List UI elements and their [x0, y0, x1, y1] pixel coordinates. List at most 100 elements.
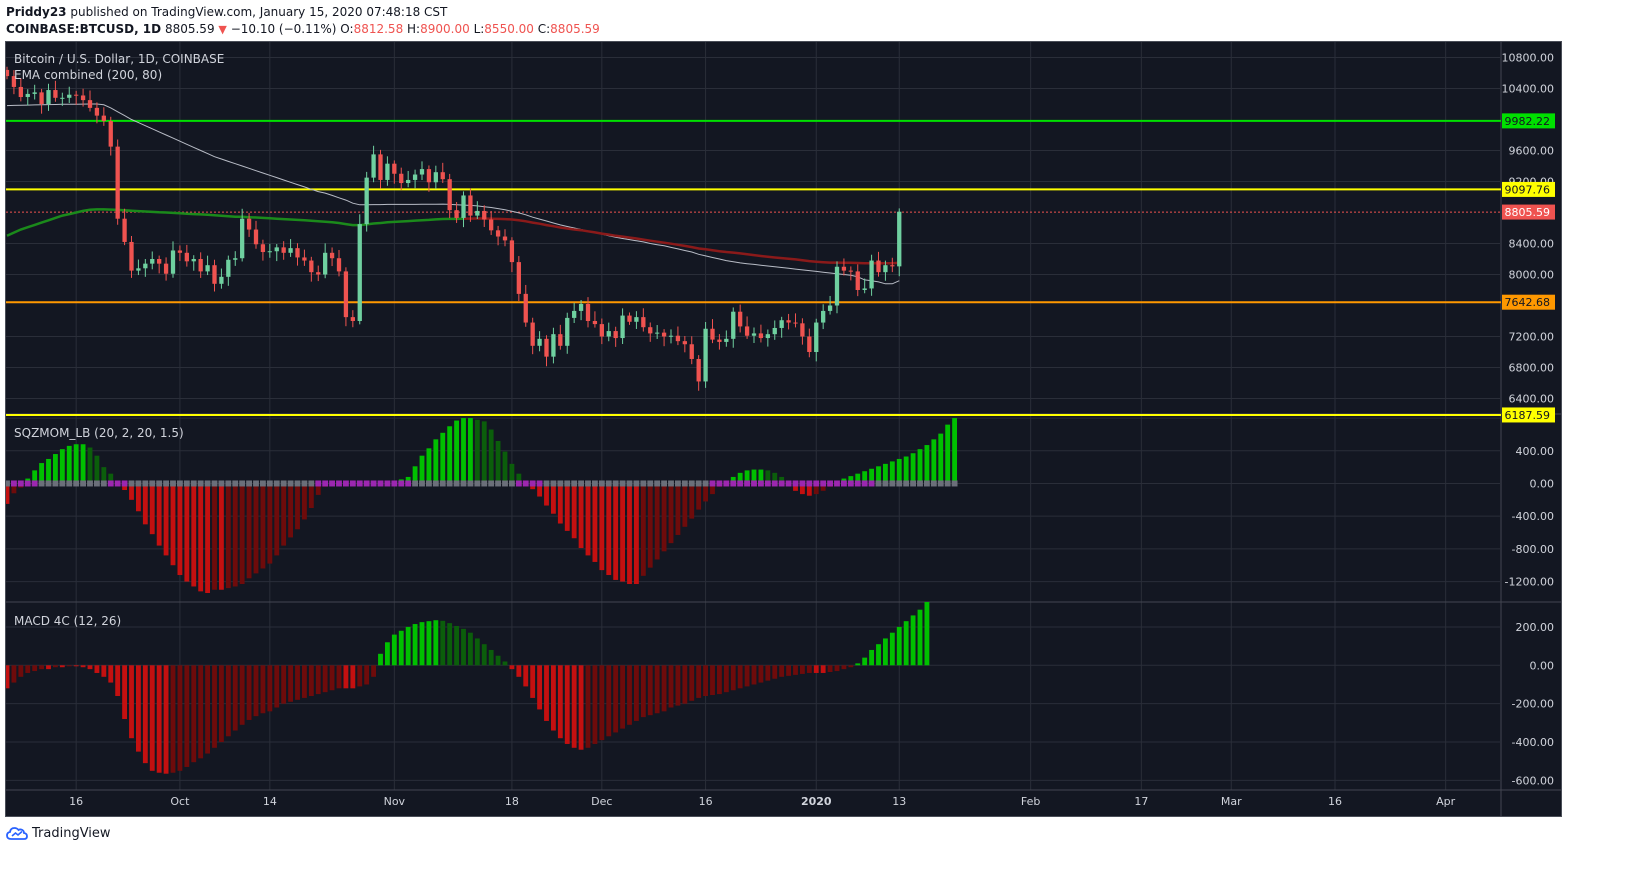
squeeze-dot [114, 480, 121, 487]
squeeze-dot [640, 480, 647, 487]
sqz-bar [668, 483, 674, 544]
macd-bar [509, 665, 515, 670]
squeeze-dot [391, 480, 398, 487]
macd-bar [205, 665, 211, 754]
macd-bar [357, 665, 363, 687]
squeeze-dot [668, 480, 674, 487]
y-tick-label: 9600.00 [1509, 145, 1555, 158]
sqz-bar [135, 483, 141, 512]
squeeze-dot [190, 480, 197, 487]
candle-body [509, 240, 515, 263]
squeeze-dot [384, 480, 391, 487]
candle-body [572, 310, 577, 318]
sqz-bar [246, 483, 252, 579]
tradingview-logo[interactable]: TradingView [6, 825, 111, 841]
squeeze-dot [66, 480, 73, 487]
squeeze-dot [232, 480, 239, 487]
squeeze-dot [875, 480, 882, 487]
ema200-line-down [463, 217, 900, 265]
x-tick-label: 16 [69, 795, 83, 808]
squeeze-dot [840, 480, 847, 487]
candle-body [724, 338, 729, 342]
squeeze-dot [370, 480, 377, 487]
squeeze-dot [619, 480, 626, 487]
macd-bar [841, 665, 847, 670]
macd-bar [329, 665, 335, 691]
candle-body [876, 260, 881, 273]
sqz-bar [232, 483, 238, 587]
macd-bar [848, 665, 854, 668]
squeeze-dot [515, 480, 522, 487]
sqz-histogram-layer [6, 418, 958, 594]
y-tick-label: 6400.00 [1509, 393, 1555, 406]
macd-bar [599, 665, 605, 741]
candle-body [551, 334, 556, 357]
squeeze-dot [135, 480, 142, 487]
squeeze-dot [647, 480, 654, 487]
author-name[interactable]: Priddy23 [6, 5, 67, 19]
candle-body [136, 268, 141, 271]
macd-bar [827, 665, 833, 673]
candle-body [897, 211, 902, 267]
squeeze-dot [80, 480, 87, 487]
squeeze-dot [170, 480, 176, 487]
sqz-bar [696, 483, 702, 510]
price-level-tag [1502, 204, 1555, 220]
squeeze-dot [225, 480, 232, 487]
squeeze-dot [508, 480, 515, 487]
sqz-bar [654, 483, 660, 560]
sqz-bar [862, 471, 868, 484]
macd-bar [11, 665, 17, 683]
chart-frame[interactable]: 10800.0010400.009600.009200.008400.00800… [5, 41, 1562, 817]
sqz-bar [952, 418, 958, 484]
candle-body [821, 310, 826, 323]
candle-body [489, 219, 494, 231]
sqz-bar [184, 483, 190, 582]
candle-body [634, 317, 639, 322]
y-tick-label: 0.00 [1530, 477, 1555, 490]
sqz-bar [488, 429, 494, 484]
candle-body [122, 218, 127, 242]
squeeze-dot [654, 480, 661, 487]
squeeze-dot [757, 480, 764, 487]
squeeze-dot [453, 480, 460, 487]
sqz-bar [447, 426, 453, 484]
macd-bar [274, 665, 280, 708]
squeeze-dot [93, 480, 100, 487]
macd-bar [924, 602, 930, 666]
sqz-bar [426, 448, 432, 484]
squeeze-dot [329, 480, 336, 487]
sqz-bar [848, 476, 854, 484]
candle-body [461, 195, 466, 218]
y-tick-label: 10800.00 [1502, 52, 1555, 65]
macd-bar [806, 665, 812, 673]
candle-body [807, 336, 812, 352]
squeeze-dot [861, 480, 868, 487]
macd-bar [350, 665, 356, 689]
macd-bar [288, 665, 294, 702]
candle-body [219, 276, 224, 284]
squeeze-dot [896, 480, 903, 487]
macd-bar [322, 665, 328, 693]
squeeze-dot [107, 480, 114, 487]
candle-body [32, 92, 37, 94]
chart-canvas[interactable]: 10800.0010400.009600.009200.008400.00800… [6, 42, 1561, 816]
macd-bar [661, 665, 667, 712]
candle-body [184, 252, 189, 262]
macd-bar [301, 665, 307, 698]
candle-body [150, 259, 155, 264]
ema-layer [6, 103, 900, 285]
squeeze-dot [439, 480, 446, 487]
squeeze-dot [52, 480, 59, 487]
squeeze-dot [591, 480, 598, 487]
x-tick-label: Dec [591, 795, 612, 808]
candle-body [163, 263, 169, 274]
sqz-bar [101, 467, 107, 484]
squeeze-dot [156, 480, 163, 487]
sqz-bar [799, 483, 805, 495]
candle-body [170, 250, 176, 274]
close-label: C: [537, 22, 551, 36]
candle-body [675, 335, 681, 342]
candle-body [281, 247, 286, 253]
sqz-bar [87, 447, 93, 484]
